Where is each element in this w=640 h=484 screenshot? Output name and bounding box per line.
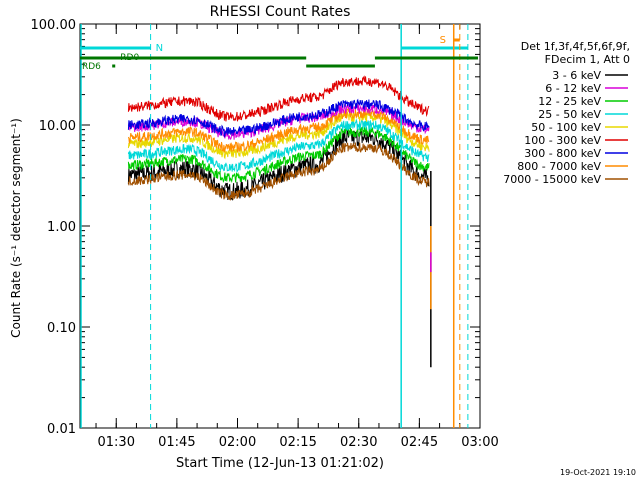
footer-date: 19-Oct-2021 19:10 <box>560 468 636 477</box>
y-tick-label: 1.00 <box>47 220 76 235</box>
annotation-label: S <box>440 35 446 46</box>
legend-label: 7000 - 15000 keV <box>503 173 601 186</box>
legend-label: 25 - 50 keV <box>538 108 601 121</box>
x-tick-label: 02:30 <box>340 435 377 450</box>
x-tick-label: 01:30 <box>98 435 135 450</box>
y-tick-label: 0.10 <box>47 321 76 336</box>
series-line <box>127 126 430 184</box>
series-line <box>127 103 430 141</box>
x-axis-label: Start Time (12-Jun-13 01:21:02) <box>176 456 384 471</box>
y-tick-label: 100.00 <box>31 18 77 33</box>
legend-label: 3 - 6 keV <box>552 69 601 82</box>
legend-header-line-1: Det 1f,3f,4f,5f,6f,9f, <box>521 40 630 53</box>
annotation-label: N <box>156 43 163 54</box>
legend-label: 12 - 25 keV <box>538 95 601 108</box>
legend-label: 6 - 12 keV <box>545 82 601 95</box>
annotation-label: RD6 <box>82 62 101 72</box>
chart-title: RHESSI Count Rates <box>210 4 351 20</box>
plot-frame <box>79 23 481 429</box>
legend-label: 800 - 7000 keV <box>517 160 601 173</box>
series-line <box>127 118 430 174</box>
series-line <box>127 107 430 154</box>
legend-header-line-2: FDecim 1, Att 0 <box>545 53 630 66</box>
legend-label: 100 - 300 keV <box>524 134 601 147</box>
annotation-label: RD0 <box>120 53 139 63</box>
x-tick-label: 02:00 <box>219 435 256 450</box>
y-tick-label: 10.00 <box>39 119 76 134</box>
x-tick-label: 03:00 <box>461 435 498 450</box>
x-tick-label: 01:45 <box>158 435 195 450</box>
legend-label: 50 - 100 keV <box>531 121 601 134</box>
series-line <box>127 75 430 122</box>
legend-label: 300 - 800 keV <box>524 147 601 160</box>
series-line <box>127 98 430 138</box>
x-tick-label: 02:45 <box>401 435 438 450</box>
y-axis-label: Count Rate (s⁻¹ detector segment⁻¹) <box>9 118 23 338</box>
series-line <box>127 142 430 201</box>
y-tick-label: 0.01 <box>47 422 76 437</box>
x-tick-label: 02:15 <box>279 435 316 450</box>
